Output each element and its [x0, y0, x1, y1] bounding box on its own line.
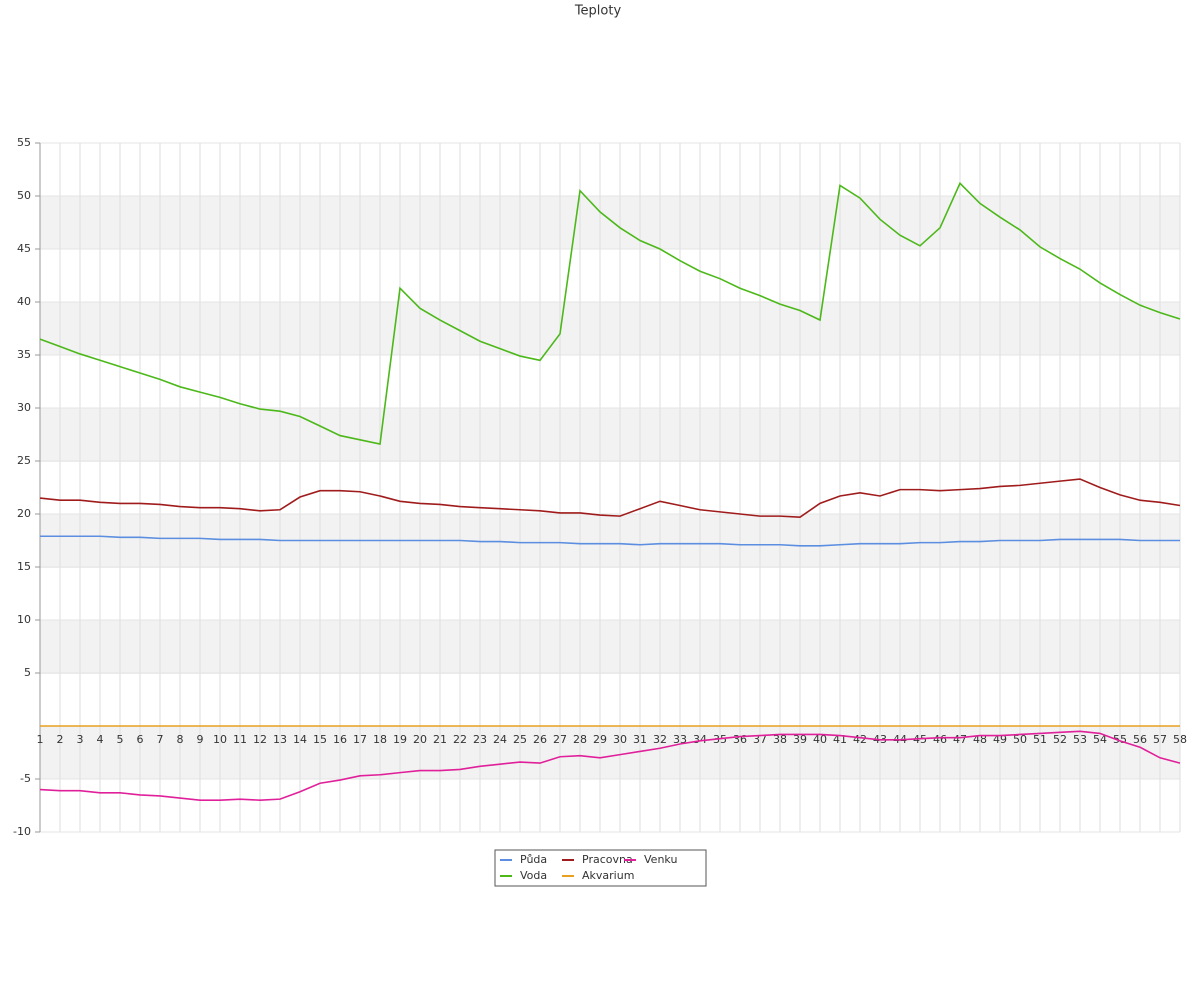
y-tick-label: -5 — [20, 772, 31, 785]
x-tick-label: 29 — [593, 733, 607, 746]
x-tick-label: 24 — [493, 733, 507, 746]
legend-label: Voda — [520, 869, 547, 882]
x-tick-label: 50 — [1013, 733, 1027, 746]
series-line — [39, 478, 1181, 518]
x-tick-label: 2 — [57, 733, 64, 746]
y-tick-label: -10 — [13, 825, 31, 838]
x-tick-label: 13 — [273, 733, 287, 746]
y-tick-label: 55 — [17, 136, 31, 149]
x-tick-label: 11 — [233, 733, 247, 746]
x-tick-label: 1 — [37, 733, 44, 746]
x-tick-label: 3 — [77, 733, 84, 746]
series-line — [39, 181, 1181, 446]
legend-label: Půda — [520, 853, 547, 866]
x-tick-label: 58 — [1173, 733, 1187, 746]
y-tick-label: 10 — [17, 613, 31, 626]
x-tick-label: 53 — [1073, 733, 1087, 746]
series-line — [40, 535, 1180, 547]
x-tick-label: 38 — [773, 733, 787, 746]
x-tick-label: 26 — [533, 733, 547, 746]
x-tick-label: 25 — [513, 733, 527, 746]
x-tick-label: 10 — [213, 733, 227, 746]
x-tick-label: 17 — [353, 733, 367, 746]
x-tick-label: 12 — [253, 733, 267, 746]
x-tick-label: 6 — [137, 733, 144, 746]
y-tick-label: 50 — [17, 189, 31, 202]
x-tick-label: 28 — [573, 733, 587, 746]
legend — [494, 849, 707, 887]
x-tick-label: 7 — [157, 733, 164, 746]
x-tick-label: 56 — [1133, 733, 1147, 746]
x-tick-label: 34 — [693, 733, 707, 746]
legend-label: Venku — [644, 853, 677, 866]
y-tick-label: 40 — [17, 295, 31, 308]
y-tick-label: 20 — [17, 507, 31, 520]
x-tick-label: 5 — [117, 733, 124, 746]
x-tick-label: 54 — [1093, 733, 1107, 746]
x-tick-label: 42 — [853, 733, 867, 746]
x-tick-label: 39 — [793, 733, 807, 746]
x-tick-label: 9 — [197, 733, 204, 746]
x-tick-label: 30 — [613, 733, 627, 746]
x-tick-label: 57 — [1153, 733, 1167, 746]
legend-label: Pracovna — [582, 853, 633, 866]
y-tick-label: 5 — [24, 666, 31, 679]
x-tick-label: 27 — [553, 733, 567, 746]
x-tick-label: 15 — [313, 733, 327, 746]
x-tick-label: 8 — [177, 733, 184, 746]
y-tick-label: 30 — [17, 401, 31, 414]
x-tick-label: 46 — [933, 733, 947, 746]
x-tick-label: 16 — [333, 733, 347, 746]
grid-bands — [40, 196, 1180, 779]
x-tick-label: 18 — [373, 733, 387, 746]
chart-title: Teploty — [574, 4, 622, 19]
x-tick-label: 47 — [953, 733, 967, 746]
x-tick-label: 20 — [413, 733, 427, 746]
x-tick-label: 21 — [433, 733, 447, 746]
x-tick-label: 40 — [813, 733, 827, 746]
x-tick-label: 4 — [97, 733, 104, 746]
y-tick-label: 45 — [17, 242, 31, 255]
legend-label: Akvarium — [582, 869, 634, 882]
x-tick-label: 31 — [633, 733, 647, 746]
x-tick-label: 52 — [1053, 733, 1067, 746]
series-line — [39, 730, 1181, 802]
y-tick-label: 25 — [17, 454, 31, 467]
y-tick-label: 35 — [17, 348, 31, 361]
x-tick-label: 22 — [453, 733, 467, 746]
x-tick-label: 36 — [733, 733, 747, 746]
x-tick-label: 51 — [1033, 733, 1047, 746]
x-tick-label: 19 — [393, 733, 407, 746]
x-tick-label: 23 — [473, 733, 487, 746]
x-tick-label: 32 — [653, 733, 667, 746]
y-tick-label: 15 — [17, 560, 31, 573]
x-tick-label: 14 — [293, 733, 307, 746]
